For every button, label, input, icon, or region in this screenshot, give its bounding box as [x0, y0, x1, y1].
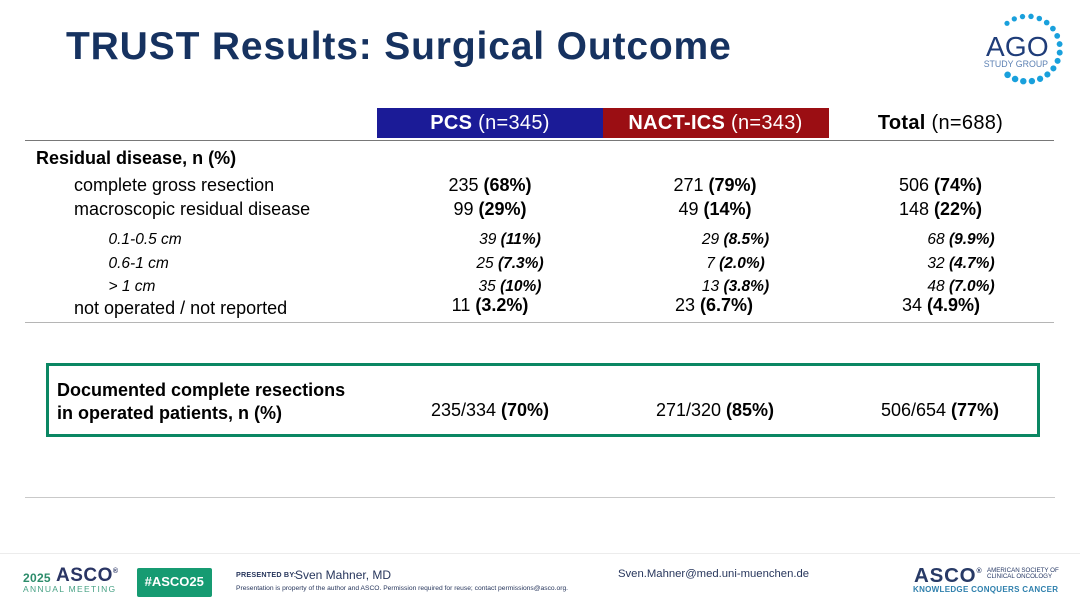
svg-text:STUDY GROUP: STUDY GROUP [984, 59, 1048, 69]
svg-text:AGO: AGO [986, 31, 1049, 62]
